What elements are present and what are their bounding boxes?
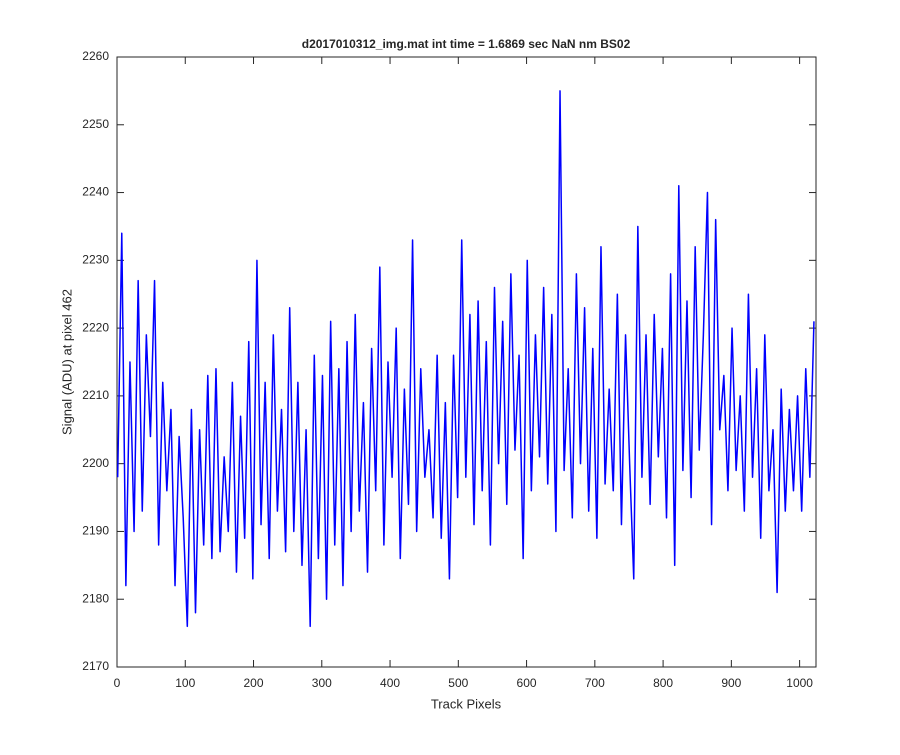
x-tick-label: 900 — [721, 676, 741, 690]
x-tick-label: 700 — [585, 676, 605, 690]
x-axis-label: Track Pixels — [431, 696, 502, 711]
y-tick-label: 2220 — [82, 320, 109, 334]
y-tick-label: 2260 — [82, 49, 109, 63]
x-tick-label: 400 — [380, 676, 400, 690]
x-tick-label: 500 — [448, 676, 468, 690]
y-tick-label: 2180 — [82, 591, 109, 605]
y-tick-label: 2200 — [82, 456, 109, 470]
x-tick-label: 100 — [175, 676, 195, 690]
chart-title: d2017010312_img.mat int time = 1.6869 se… — [302, 37, 631, 51]
y-tick-label: 2170 — [82, 659, 109, 673]
x-tick-label: 800 — [653, 676, 673, 690]
data-line — [116, 90, 815, 628]
x-tick-label: 600 — [517, 676, 537, 690]
y-tick-label: 2230 — [82, 253, 109, 267]
x-tick-label: 1000 — [786, 676, 813, 690]
plot-box — [116, 56, 817, 668]
x-tick-label: 300 — [312, 676, 332, 690]
y-axis-label: Signal (ADU) at pixel 462 — [59, 289, 74, 435]
y-tick-label: 2190 — [82, 524, 109, 538]
x-tick-label: 200 — [244, 676, 264, 690]
y-tick-label: 2240 — [82, 185, 109, 199]
x-tick-label: 0 — [114, 676, 121, 690]
y-tick-label: 2250 — [82, 117, 109, 131]
y-tick-label: 2210 — [82, 388, 109, 402]
